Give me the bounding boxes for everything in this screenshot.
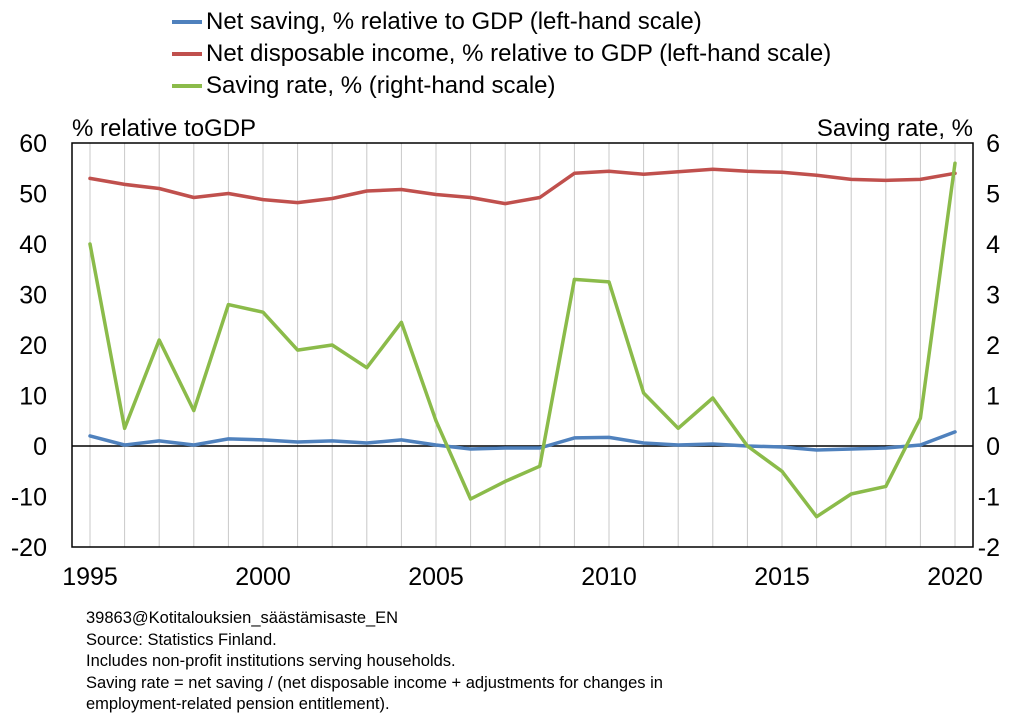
series-layer: [88, 161, 957, 519]
right-tick-label: -1: [978, 484, 1000, 512]
right-axis-title: Saving rate, %: [817, 115, 973, 142]
left-tick-label: 60: [19, 130, 47, 158]
left-tick-label: 0: [33, 433, 47, 461]
series-line-2: [88, 161, 957, 519]
left-axis-title: % relative toGDP: [72, 115, 256, 142]
left-tick-label: 40: [19, 231, 47, 259]
left-axis-ticks: 60 50 40 30 20 10 0 -10 -20: [11, 130, 47, 562]
x-tick-label: 2015: [754, 563, 810, 591]
legend-label-net-disposable-income: Net disposable income, % relative to GDP…: [206, 40, 832, 67]
right-tick-label: 3: [986, 282, 1000, 310]
left-tick-label: -20: [11, 534, 47, 562]
left-tick-label: -10: [11, 484, 47, 512]
legend-swatch-net-disposable-income: [172, 52, 202, 56]
x-tick-label: 2020: [927, 563, 983, 591]
left-tick-label: 30: [19, 282, 47, 310]
series-line-0: [88, 430, 957, 452]
right-tick-label: -2: [978, 534, 1000, 562]
legend-swatch-net-saving: [172, 20, 202, 24]
right-tick-label: 6: [986, 130, 1000, 158]
right-tick-label: 2: [986, 332, 1000, 360]
plot-area-frame: [71, 142, 974, 548]
left-tick-label: 20: [19, 332, 47, 360]
legend-swatch-saving-rate: [172, 84, 202, 88]
x-tick-label: 2010: [581, 563, 637, 591]
right-tick-label: 5: [986, 181, 1000, 209]
legend-item-saving-rate: Saving rate, % (right-hand scale): [172, 70, 831, 102]
note-line: Source: Statistics Finland.: [86, 630, 277, 649]
left-tick-label: 10: [19, 383, 47, 411]
left-tick-label: 50: [19, 181, 47, 209]
right-axis-ticks: 6 5 4 3 2 1 0 -1 -2: [978, 130, 1000, 562]
right-tick-label: 4: [986, 231, 1000, 259]
x-tick-label: 1995: [62, 563, 118, 591]
note-line: 39863@Kotitalouksien_säästämisaste_EN: [86, 609, 399, 627]
legend-item-net-disposable-income: Net disposable income, % relative to GDP…: [172, 38, 831, 70]
x-axis-ticks: 1995 2000 2005 2010 2015 2020: [62, 563, 983, 591]
legend-label-net-saving: Net saving, % relative to GDP (left-hand…: [206, 8, 702, 35]
x-tick-label: 2005: [408, 563, 464, 591]
legend: Net saving, % relative to GDP (left-hand…: [172, 6, 831, 102]
note-line: Saving rate = net saving / (net disposab…: [86, 673, 663, 692]
right-tick-label: 1: [986, 383, 1000, 411]
notes: 39863@Kotitalouksien_säästämisaste_EN So…: [86, 608, 663, 716]
note-line: Includes non-profit institutions serving…: [86, 652, 456, 670]
x-tick-label: 2000: [235, 563, 291, 591]
note-line: employment-related pension entitlement).: [86, 695, 390, 713]
grid: [89, 143, 956, 547]
legend-item-net-saving: Net saving, % relative to GDP (left-hand…: [172, 6, 831, 38]
series-line-1: [88, 167, 957, 206]
legend-label-saving-rate: Saving rate, % (right-hand scale): [206, 72, 556, 99]
right-tick-label: 0: [986, 433, 1000, 461]
